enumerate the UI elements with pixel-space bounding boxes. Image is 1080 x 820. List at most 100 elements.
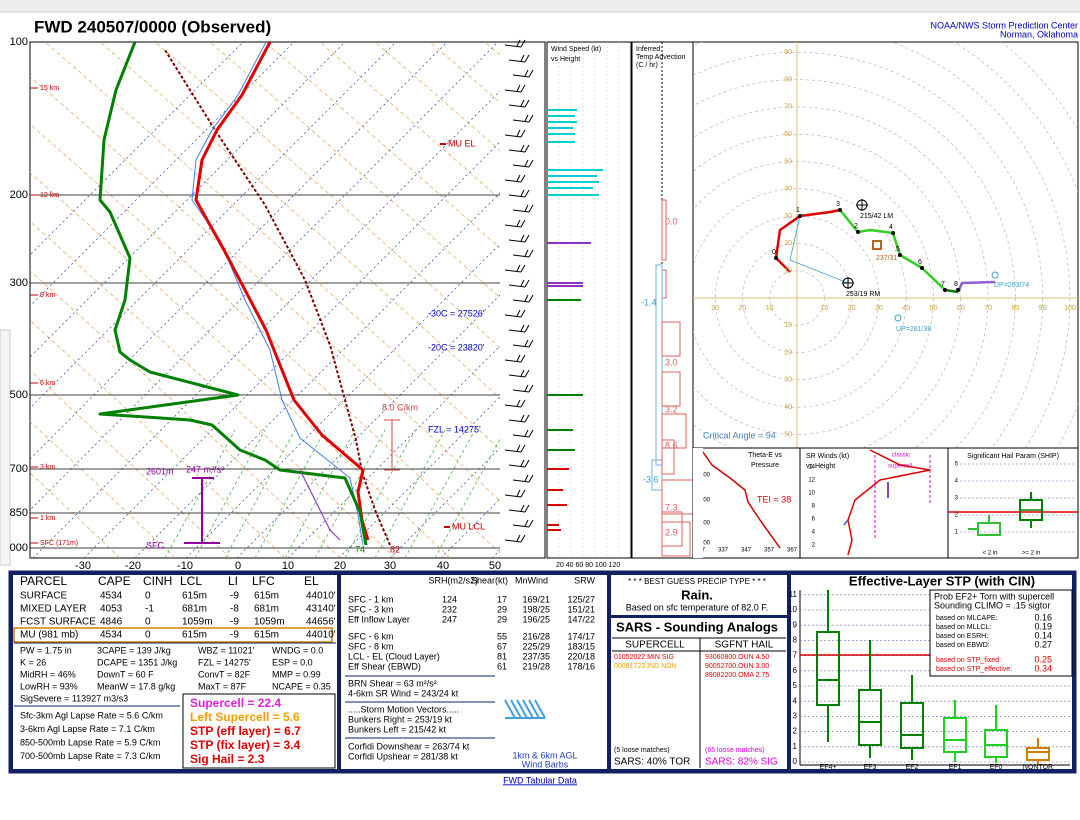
table-cell: 169/21 <box>522 594 550 604</box>
annotation: MU LCL <box>452 521 485 531</box>
temperature <box>194 42 370 541</box>
table-cell: 29 <box>497 604 507 614</box>
advection-value: 8.6 <box>665 440 678 450</box>
tick-label: 11 <box>789 590 798 599</box>
table-cell: 17 <box>497 594 507 604</box>
table-header: SRH(m2/s2) <box>428 575 478 585</box>
thermo-param: DCAPE = 1351 J/kg <box>97 657 177 667</box>
line <box>516 264 521 272</box>
line <box>520 399 526 408</box>
dry-adiabat <box>30 472 121 558</box>
line <box>528 474 534 483</box>
table-header: CAPE <box>98 574 131 588</box>
line <box>524 114 529 122</box>
line <box>528 294 534 303</box>
sars-header: SGFNT HAIL <box>715 640 774 651</box>
line <box>528 204 534 213</box>
pressure-label: 100 <box>10 36 28 48</box>
point-label: 1 <box>796 207 800 214</box>
line <box>236 294 500 558</box>
precip-basis: Based on sfc temperature of 82.0 F. <box>626 602 769 612</box>
stp-box-plot <box>816 631 840 706</box>
thermo-param: DownT = 60 F <box>97 669 154 679</box>
advection-value: 3.0 <box>665 357 678 367</box>
table-cell: MIXED LAYER <box>20 604 87 615</box>
stp-title: Effective-Layer STP (with CIN) <box>849 573 1035 588</box>
line <box>512 479 530 483</box>
tick-label: 5 <box>793 681 798 690</box>
table-cell: 232 <box>442 604 457 614</box>
table-cell: 0 <box>145 630 151 641</box>
box <box>661 439 675 475</box>
dry-adiabat <box>30 420 176 558</box>
line <box>508 104 526 108</box>
table-cell: 615m <box>254 630 279 641</box>
temp-label: -10 <box>177 560 193 572</box>
table-cell: SFC - 6 km <box>348 631 394 641</box>
thermo-param: SigSevere = 113927 m3/s3 <box>20 693 128 703</box>
legend: classic <box>892 453 910 459</box>
temp-label: 40 <box>437 560 449 572</box>
box <box>29 41 546 559</box>
dry-adiabat <box>30 76 500 502</box>
mean-marker <box>872 240 882 250</box>
line <box>524 54 530 63</box>
category: EF1 <box>949 764 962 771</box>
pressure-label: 500 <box>10 389 28 401</box>
line <box>524 519 529 527</box>
dry-adiabat <box>374 42 500 152</box>
ring-label: 100 <box>1064 305 1076 312</box>
legend: supercell <box>888 464 912 470</box>
advection-value: 2.9 <box>665 527 678 537</box>
box <box>651 459 663 491</box>
kinematic-param: 4-6km SR Wind = 243/24 kt <box>348 688 459 698</box>
category: NONTOR <box>1023 764 1053 771</box>
line <box>528 519 534 528</box>
line <box>524 324 530 333</box>
pressure-label: 200 <box>10 189 28 201</box>
box <box>692 41 1079 449</box>
tick-label: 14 <box>808 465 815 471</box>
tick-label: 357 <box>764 548 775 554</box>
table-cell: 681m <box>254 604 279 615</box>
annotation: -20C = 23820' <box>428 342 485 352</box>
dry-adiabat <box>44 42 500 450</box>
temp-label: -20 <box>125 560 141 572</box>
table-cell: 124 <box>442 594 457 604</box>
tick-label: 5 <box>955 462 959 468</box>
table-header: LCL <box>180 574 202 588</box>
sars-loose: (5 loose matches) <box>614 747 670 754</box>
line <box>524 99 530 108</box>
sars-box <box>609 616 789 771</box>
mu-highlight <box>13 627 333 643</box>
table-cell: 1059m <box>254 617 285 628</box>
based-label: based on STP_effective: <box>936 666 1012 673</box>
table-cell: -9 <box>230 591 239 602</box>
lapse-rate: 3-6km Agl Lapse Rate = 7.1 C/km <box>20 724 155 734</box>
dry-adiabat <box>154 42 500 349</box>
line <box>512 119 530 123</box>
based-label: based on STP_fixed: <box>936 657 1001 664</box>
line <box>520 99 525 107</box>
panel-title: Pressure <box>751 462 779 469</box>
line <box>524 459 530 468</box>
table-header: LI <box>228 574 238 588</box>
ring-label: 40 <box>784 404 792 411</box>
tabular-data-link[interactable]: FWD Tabular Data <box>503 775 577 785</box>
thermo-param: FZL = 14275' <box>198 657 251 667</box>
annotation: MU EL <box>448 138 476 148</box>
line <box>508 284 526 288</box>
line <box>504 404 522 408</box>
table-cell: MU (981 mb) <box>20 630 78 641</box>
line <box>516 129 521 137</box>
tick-label: 10 <box>788 605 797 614</box>
hodo-point <box>956 288 960 292</box>
dp-marker <box>991 271 999 279</box>
line <box>512 254 530 258</box>
table-header: SRW <box>574 575 595 585</box>
table-cell: 183/15 <box>567 641 595 651</box>
skewt-plot <box>30 42 500 558</box>
panel-title: Temp Advection <box>636 54 686 61</box>
line <box>524 279 530 288</box>
sars-header: SUPERCELL <box>625 640 685 651</box>
